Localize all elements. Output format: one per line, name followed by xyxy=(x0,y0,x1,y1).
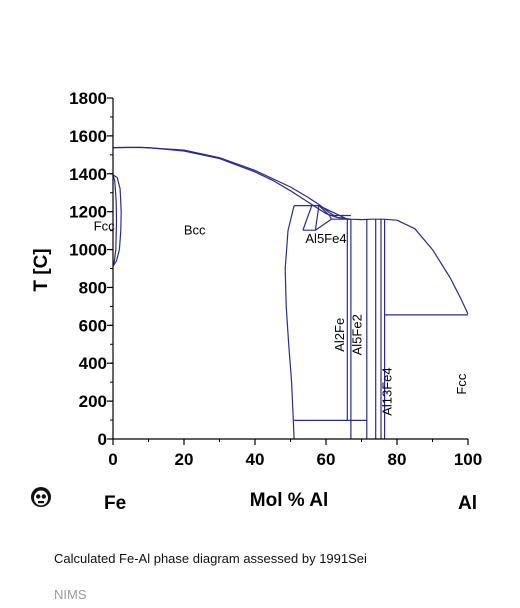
y-tick-label: 200 xyxy=(79,392,107,411)
phase-boundary-line xyxy=(112,174,118,267)
fe-element-label: Fe xyxy=(104,493,127,514)
y-axis-title: T [C] xyxy=(31,248,52,291)
y-tick-label: 1600 xyxy=(69,127,107,146)
phase-boundary-line xyxy=(112,146,383,221)
y-tick-label: 0 xyxy=(98,430,107,449)
source-credit: NIMS xyxy=(54,587,87,602)
phase-boundary-line xyxy=(302,205,313,231)
major-ticks xyxy=(107,97,469,445)
x-tick-label: 80 xyxy=(388,450,407,469)
phase-region-label: Al5Fe2 xyxy=(350,314,365,355)
phase-boundaries xyxy=(112,146,469,440)
y-tick-label: 1400 xyxy=(69,165,107,184)
x-tick-label: 100 xyxy=(454,450,482,469)
y-tick-label: 1000 xyxy=(69,241,107,260)
y-tick-label: 1200 xyxy=(69,203,107,222)
phase-region-label: Fcc xyxy=(454,373,469,394)
x-tick-labels: 0 20 40 60 80 100 xyxy=(108,450,482,469)
al-element-label: Al xyxy=(458,493,477,514)
phase-boundary-line xyxy=(302,218,351,231)
y-tick-label: 1800 xyxy=(69,89,107,108)
y-tick-label: 800 xyxy=(79,278,107,297)
phase-region-label: Bcc xyxy=(184,222,206,237)
skull-face-icon xyxy=(30,486,52,513)
phase-boundary-line xyxy=(112,146,348,220)
x-tick-label: 60 xyxy=(317,450,336,469)
phase-boundary-line xyxy=(284,205,295,440)
phase-boundary-line xyxy=(294,205,351,220)
phase-region-label: Al13Fe4 xyxy=(380,367,395,415)
phase-boundary-line xyxy=(314,205,320,231)
region-labels: Fcc Bcc Al5Fe4 Al2Fe Al5Fe2 Al13Fe4 Fcc xyxy=(94,219,470,416)
x-tick-label: 20 xyxy=(175,450,194,469)
y-tick-labels: 0 200 400 600 800 1000 1200 1400 1600 1800 xyxy=(69,89,107,449)
y-tick-label: 600 xyxy=(79,316,107,335)
x-tick-label: 40 xyxy=(246,450,265,469)
y-tick-label: 400 xyxy=(79,354,107,373)
x-axis-title: Mol % Al xyxy=(250,490,328,511)
phase-region-label: Fcc xyxy=(94,219,115,234)
figure-caption: Calculated Fe-Al phase diagram assessed … xyxy=(54,551,367,566)
x-tick-label: 0 xyxy=(108,450,117,469)
phase-region-label: Al2Fe xyxy=(332,318,347,352)
phase-boundary-line xyxy=(112,174,122,267)
phase-boundary-line xyxy=(382,218,469,315)
phase-region-label: Al5Fe4 xyxy=(305,231,346,246)
